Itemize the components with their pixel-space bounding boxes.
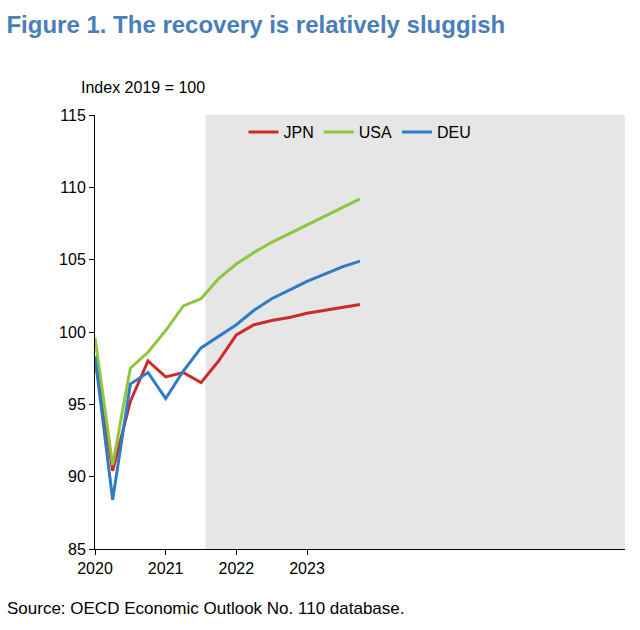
svg-text:100: 100 xyxy=(59,324,86,341)
svg-text:2021: 2021 xyxy=(148,560,184,577)
svg-text:2023: 2023 xyxy=(289,560,325,577)
svg-text:115: 115 xyxy=(60,107,86,124)
svg-text:JPN: JPN xyxy=(284,124,314,141)
svg-text:85: 85 xyxy=(68,541,86,558)
svg-text:USA: USA xyxy=(359,124,392,141)
svg-text:Figure 1. The recovery is rela: Figure 1. The recovery is relatively slu… xyxy=(6,11,505,38)
svg-text:95: 95 xyxy=(68,396,86,413)
svg-text:Index 2019 = 100: Index 2019 = 100 xyxy=(81,79,205,96)
svg-text:2020: 2020 xyxy=(77,560,113,577)
svg-text:90: 90 xyxy=(68,468,86,485)
svg-text:Source: OECD Economic Outlook: Source: OECD Economic Outlook No. 110 da… xyxy=(7,599,405,618)
svg-text:105: 105 xyxy=(59,251,86,268)
svg-text:2022: 2022 xyxy=(219,560,255,577)
svg-text:DEU: DEU xyxy=(437,124,471,141)
svg-text:110: 110 xyxy=(60,179,86,196)
